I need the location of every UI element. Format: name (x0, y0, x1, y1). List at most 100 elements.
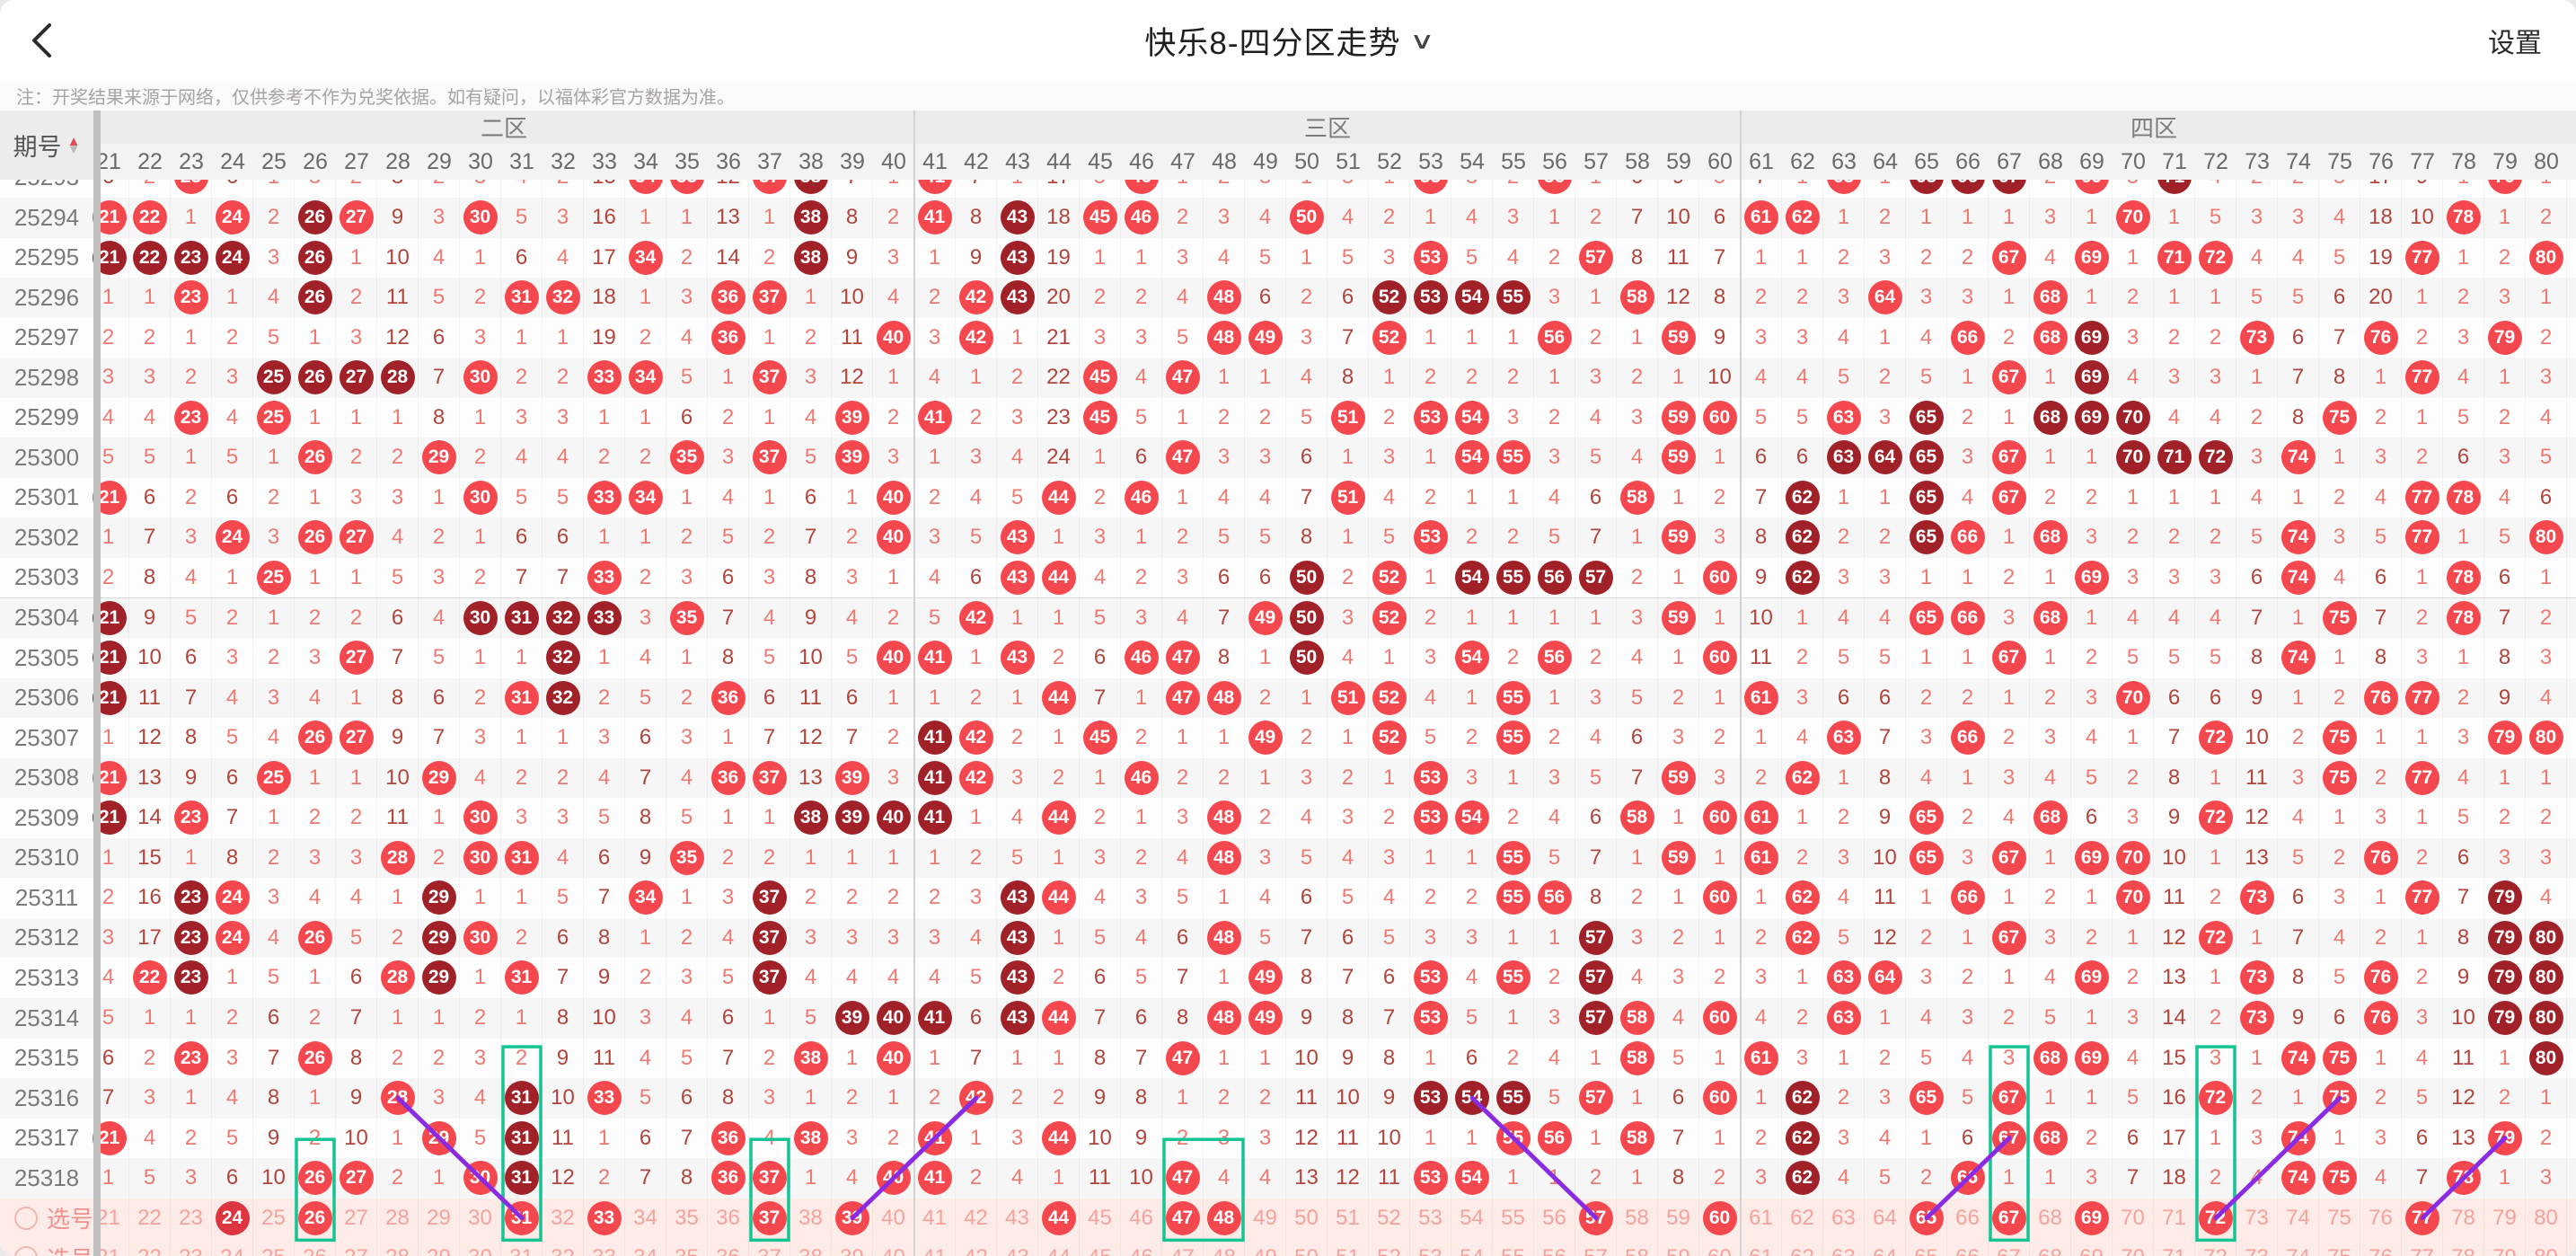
select-number-cell[interactable]: 53 (1410, 1198, 1451, 1238)
select-number-cell[interactable]: 44 (1038, 1238, 1080, 1256)
issue-sort-header[interactable]: 期号 ▲ ▼ (0, 111, 93, 180)
select-number-cell[interactable]: 37 (749, 1198, 790, 1238)
select-number-cell[interactable]: 25 (253, 1198, 295, 1238)
select-number-cell[interactable]: 22 (129, 1238, 171, 1256)
select-number-cell[interactable]: 79 (2484, 1238, 2526, 1256)
select-number-cell[interactable]: 66 (1947, 1238, 1989, 1256)
select-number-cell[interactable]: 47 (1162, 1198, 1204, 1238)
select-number-cell[interactable]: 71 (2154, 1238, 2195, 1256)
select-number-cell[interactable]: 80 (2526, 1238, 2567, 1256)
select-number-cell[interactable]: 64 (1865, 1198, 1906, 1238)
select-number-cell[interactable]: 77 (2402, 1238, 2443, 1256)
select-number-cell[interactable]: 53 (1410, 1238, 1451, 1256)
select-number-cell[interactable]: 51 (1328, 1198, 1369, 1238)
select-number-cell[interactable]: 38 (790, 1198, 832, 1238)
select-number-cell[interactable]: 50 (1286, 1198, 1328, 1238)
select-number-cell[interactable]: 49 (1245, 1238, 1286, 1256)
select-number-cell[interactable]: 62 (1782, 1238, 1823, 1256)
select-number-cell[interactable]: 42 (956, 1198, 997, 1238)
select-number-cell[interactable]: 41 (914, 1198, 956, 1238)
select-number-cell[interactable]: 58 (1617, 1238, 1658, 1256)
select-number-cell[interactable]: 68 (2030, 1198, 2071, 1238)
select-number-cell[interactable]: 54 (1451, 1198, 1493, 1238)
select-number-cell[interactable]: 41 (914, 1238, 956, 1256)
select-number-cell[interactable]: 25 (253, 1238, 295, 1256)
select-number-cell[interactable]: 36 (708, 1198, 749, 1238)
select-number-cell[interactable]: 34 (625, 1198, 666, 1238)
select-number-cell[interactable]: 45 (1080, 1238, 1121, 1256)
select-number-cell[interactable]: 78 (2443, 1198, 2484, 1238)
select-number-cell[interactable]: 31 (501, 1238, 543, 1256)
select-number-cell[interactable]: 71 (2154, 1198, 2195, 1238)
radio-icon[interactable] (14, 1206, 38, 1230)
select-number-cell[interactable]: 63 (1823, 1238, 1865, 1256)
select-number-cell[interactable]: 29 (419, 1198, 460, 1238)
select-number-cell[interactable]: 80 (2526, 1198, 2567, 1238)
select-number-cell[interactable]: 58 (1617, 1198, 1658, 1238)
select-number-cell[interactable]: 73 (2236, 1198, 2278, 1238)
select-number-cell[interactable]: 30 (460, 1198, 501, 1238)
page-title-dropdown[interactable]: 快乐8-四分区走势 ∨ (0, 0, 2576, 81)
select-number-cell[interactable]: 60 (1699, 1198, 1741, 1238)
select-number-cell[interactable]: 33 (584, 1238, 625, 1256)
select-number-cell[interactable]: 28 (377, 1198, 419, 1238)
select-number-cell[interactable]: 24 (212, 1198, 253, 1238)
select-number-cell[interactable]: 43 (997, 1198, 1038, 1238)
select-number-cell[interactable]: 36 (708, 1238, 749, 1256)
select-number-cell[interactable]: 23 (171, 1198, 212, 1238)
select-number-cell[interactable]: 44 (1038, 1198, 1080, 1238)
select-number-cell[interactable]: 76 (2360, 1238, 2402, 1256)
select-row-label[interactable]: 选号 (0, 1238, 93, 1256)
select-number-cell[interactable]: 77 (2402, 1198, 2443, 1238)
select-number-cell[interactable]: 51 (1328, 1238, 1369, 1256)
select-number-cell[interactable]: 43 (997, 1238, 1038, 1256)
select-number-cell[interactable]: 73 (2236, 1238, 2278, 1256)
select-number-cell[interactable]: 48 (1204, 1198, 1245, 1238)
select-number-cell[interactable]: 64 (1865, 1238, 1906, 1256)
select-number-cell[interactable]: 61 (1741, 1238, 1782, 1256)
select-number-cell[interactable]: 37 (749, 1238, 790, 1256)
select-number-cell[interactable]: 33 (584, 1198, 625, 1238)
select-number-cell[interactable]: 40 (873, 1238, 914, 1256)
select-number-cell[interactable]: 67 (1989, 1198, 2030, 1238)
back-button[interactable] (20, 16, 68, 65)
select-number-cell[interactable]: 45 (1080, 1198, 1121, 1238)
select-number-cell[interactable]: 34 (625, 1238, 666, 1256)
select-number-cell[interactable]: 72 (2195, 1198, 2236, 1238)
select-number-cell[interactable]: 59 (1658, 1198, 1699, 1238)
select-number-cell[interactable]: 39 (832, 1198, 873, 1238)
select-number-cell[interactable]: 65 (1906, 1198, 1947, 1238)
select-number-cell[interactable]: 74 (2278, 1198, 2319, 1238)
radio-icon[interactable] (14, 1246, 38, 1256)
select-number-cell[interactable]: 67 (1989, 1238, 2030, 1256)
select-number-cell[interactable]: 62 (1782, 1198, 1823, 1238)
select-number-cell[interactable]: 38 (790, 1238, 832, 1256)
select-number-cell[interactable]: 23 (171, 1238, 212, 1256)
select-number-cell[interactable]: 32 (543, 1198, 584, 1238)
select-number-cell[interactable]: 50 (1286, 1238, 1328, 1256)
select-number-cell[interactable]: 66 (1947, 1198, 1989, 1238)
select-number-cell[interactable]: 46 (1121, 1198, 1162, 1238)
select-number-cell[interactable]: 48 (1204, 1238, 1245, 1256)
select-number-cell[interactable]: 79 (2484, 1198, 2526, 1238)
select-number-cell[interactable]: 46 (1121, 1238, 1162, 1256)
select-number-cell[interactable]: 55 (1493, 1198, 1534, 1238)
select-number-cell[interactable]: 78 (2443, 1238, 2484, 1256)
select-number-cell[interactable]: 63 (1823, 1198, 1865, 1238)
select-number-cell[interactable]: 24 (212, 1238, 253, 1256)
settings-button[interactable]: 设置 (2488, 0, 2542, 81)
select-number-cell[interactable]: 72 (2195, 1238, 2236, 1256)
select-number-cell[interactable]: 69 (2071, 1238, 2113, 1256)
select-number-cell[interactable]: 30 (460, 1238, 501, 1256)
select-number-cell[interactable]: 47 (1162, 1238, 1204, 1256)
select-number-cell[interactable]: 49 (1245, 1198, 1286, 1238)
select-number-cell[interactable]: 27 (336, 1198, 377, 1238)
select-number-cell[interactable]: 29 (419, 1238, 460, 1256)
select-number-cell[interactable]: 52 (1369, 1198, 1410, 1238)
select-row-label[interactable]: 选号 (0, 1199, 93, 1238)
select-number-cell[interactable]: 42 (956, 1238, 997, 1256)
select-number-cell[interactable]: 61 (1741, 1198, 1782, 1238)
select-number-cell[interactable]: 52 (1369, 1238, 1410, 1256)
select-number-cell[interactable]: 27 (336, 1238, 377, 1256)
select-number-cell[interactable]: 74 (2278, 1238, 2319, 1256)
